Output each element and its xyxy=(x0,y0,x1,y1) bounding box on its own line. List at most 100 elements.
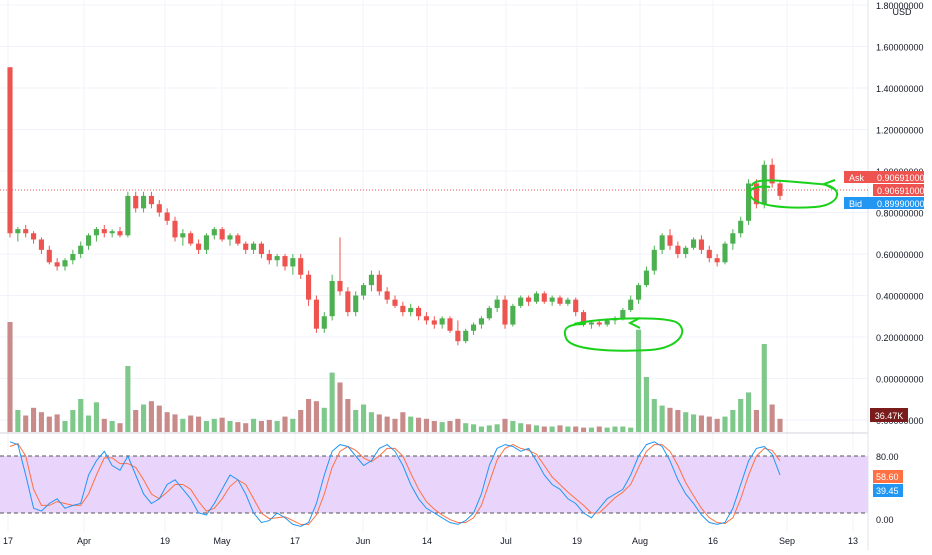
volume-bar xyxy=(392,418,398,432)
candle-body xyxy=(675,245,681,254)
volume-bar xyxy=(753,410,759,432)
candle-body xyxy=(290,258,296,267)
candle-body xyxy=(730,233,736,244)
volume-bar xyxy=(612,426,618,432)
candle-body xyxy=(125,195,131,236)
price-candles xyxy=(7,67,783,346)
candle-body xyxy=(78,245,84,254)
price-tick-label: 0.80000000 xyxy=(876,209,924,219)
lower-arrow-annotation xyxy=(627,317,641,329)
last-price-value: 0.90691000 xyxy=(877,186,925,196)
volume-bar xyxy=(651,399,657,432)
volume-bar xyxy=(164,412,170,432)
candle-body xyxy=(101,229,107,234)
candle-body xyxy=(573,299,579,313)
volume-bar xyxy=(518,423,524,432)
ask-value: 0.90691000 xyxy=(877,173,925,183)
price-tick-label: 0.40000000 xyxy=(876,292,924,302)
volume-bar xyxy=(722,416,728,432)
volume-bar xyxy=(557,425,563,432)
currency-label[interactable]: USD xyxy=(892,7,912,17)
candle-body xyxy=(541,293,547,302)
volume-bar xyxy=(596,426,602,432)
candle-body xyxy=(306,274,312,300)
time-axis[interactable]: 17 Apr 19 May 17 Jun 14 Jul 19 Aug 16 Sep 13 xyxy=(3,536,858,546)
candle-body xyxy=(439,318,445,325)
candle-body xyxy=(683,247,689,254)
volume-bar xyxy=(376,414,382,432)
time-tick-label: 13 xyxy=(848,536,858,546)
candle-body xyxy=(714,258,720,263)
volume-bar xyxy=(93,402,99,432)
candle-body xyxy=(23,229,29,234)
price-tick-label: 0.00000000 xyxy=(876,375,924,385)
stoch-k-badge: 58.60 xyxy=(873,470,903,483)
last-price-label: 0.90691000 xyxy=(873,184,925,196)
candle-body xyxy=(533,293,539,302)
candle-body xyxy=(557,297,563,304)
candle-body xyxy=(691,239,697,248)
time-tick-label: 16 xyxy=(708,536,718,546)
stoch-k-line xyxy=(9,441,781,527)
volume-bar xyxy=(777,418,783,432)
volume-bar xyxy=(361,404,367,432)
volume-bar xyxy=(706,416,712,432)
volume-bar xyxy=(431,421,437,432)
ask-label: Ask xyxy=(849,173,865,183)
candle-body xyxy=(628,299,634,311)
volume-bar xyxy=(46,416,52,432)
candle-body xyxy=(62,260,68,267)
candle-body xyxy=(471,324,477,331)
volume-bar xyxy=(188,415,194,432)
volume-bar xyxy=(636,329,642,432)
volume-bar xyxy=(581,427,587,432)
price-tick-label: 1.40000000 xyxy=(876,84,924,94)
volume-bar xyxy=(408,416,414,432)
volume-bar xyxy=(573,426,579,432)
volume-bar xyxy=(243,423,249,432)
volume-bar xyxy=(620,426,626,432)
volume-bar xyxy=(746,392,752,432)
candle-body xyxy=(329,280,335,317)
volume-bar xyxy=(683,412,689,432)
volume-bar xyxy=(643,377,649,432)
volume-bar xyxy=(117,423,123,432)
candle-body xyxy=(698,239,704,250)
candle-body xyxy=(596,322,602,325)
volume-bar xyxy=(86,415,92,432)
candle-body xyxy=(667,235,673,246)
volume-bar xyxy=(526,424,532,432)
candle-body xyxy=(431,320,437,325)
ask-quote-label: Ask 0.90691000 xyxy=(844,171,925,183)
candle-body xyxy=(651,249,657,271)
volume-bar xyxy=(219,417,225,432)
candle-body xyxy=(172,220,178,238)
candle-body xyxy=(133,195,139,209)
candle-body xyxy=(337,280,343,292)
candle-body xyxy=(164,212,170,221)
volume-bar xyxy=(54,414,60,432)
stochastic-band xyxy=(0,455,868,514)
bid-quote-label: Bid 0.89990000 xyxy=(844,197,925,209)
stochastic-band-fill xyxy=(0,456,868,513)
upper-circle-annotation xyxy=(748,179,839,209)
candle-body xyxy=(251,243,257,250)
candle-body xyxy=(518,297,524,306)
volume-bar xyxy=(125,366,131,432)
candle-body xyxy=(526,297,532,302)
candle-body xyxy=(368,274,374,286)
volume-bar xyxy=(714,418,720,432)
bid-label: Bid xyxy=(849,199,862,209)
candle-body xyxy=(761,164,767,205)
volume-value: 36.47K xyxy=(875,411,904,421)
volume-bar xyxy=(266,419,272,432)
stoch-d-badge: 39.45 xyxy=(873,484,903,497)
candle-body xyxy=(243,243,249,250)
volume-bar xyxy=(502,418,508,432)
volume-bar xyxy=(156,405,162,432)
stoch-k-value: 58.60 xyxy=(876,472,899,482)
candle-body xyxy=(219,229,225,240)
volume-bar xyxy=(667,407,673,432)
